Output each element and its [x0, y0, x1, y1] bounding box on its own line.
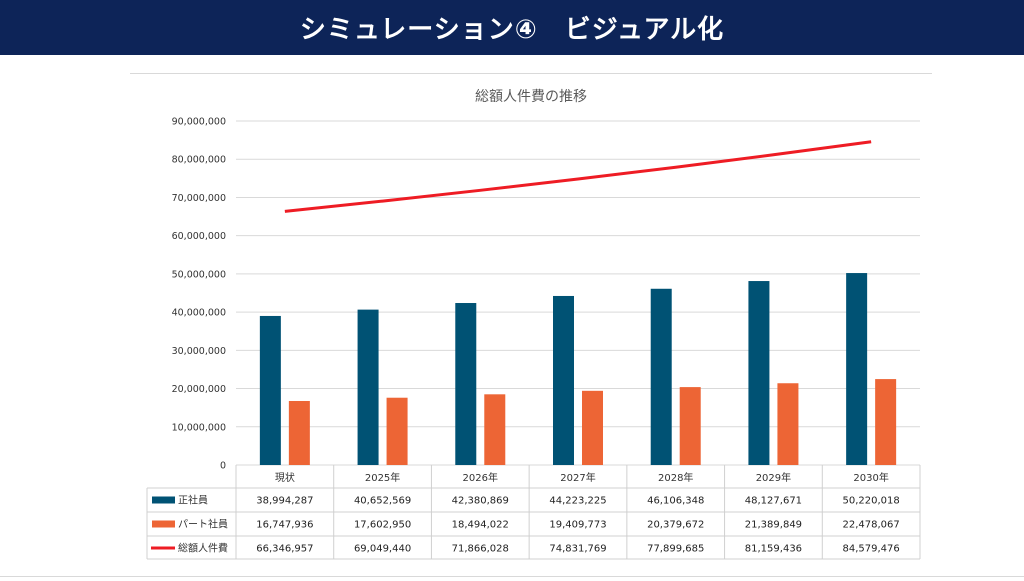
- legend-label: 総額人件費: [178, 542, 228, 555]
- y-tick-label: 0: [220, 461, 226, 472]
- page-title: シミュレーション④ ビジュアル化: [299, 15, 725, 45]
- data-label: 77,899,685: [647, 544, 704, 555]
- data-label: 40,652,569: [354, 496, 411, 507]
- x-category-label: 2028年: [658, 471, 693, 484]
- data-label: 71,866,028: [452, 544, 509, 555]
- y-tick-label: 20,000,000: [172, 384, 226, 395]
- y-axis-ticks: 0 10,000,000 20,000,000 30,000,000 40,000,00…: [172, 117, 226, 472]
- data-label: 16,747,936: [256, 520, 313, 531]
- bar-regular: [455, 303, 477, 465]
- bar-part: [484, 394, 506, 465]
- x-category-label: 2025年: [365, 471, 400, 484]
- x-category-label: 2030年: [853, 471, 888, 484]
- y-tick-label: 70,000,000: [172, 193, 226, 204]
- y-tick-label: 10,000,000: [172, 422, 226, 433]
- x-category-label: 2029年: [756, 471, 791, 484]
- data-label: 50,220,018: [843, 496, 900, 507]
- bar-part: [288, 400, 310, 465]
- data-label: 84,579,476: [843, 544, 900, 555]
- legend-label: 正社員: [178, 494, 208, 507]
- data-label: 44,223,225: [549, 496, 606, 507]
- y-tick-label: 60,000,000: [172, 231, 226, 242]
- bars: [259, 273, 897, 465]
- y-tick-label: 30,000,000: [172, 346, 226, 357]
- y-tick-label: 40,000,000: [172, 308, 226, 319]
- legend-swatch: [152, 496, 175, 504]
- data-label: 74,831,769: [549, 544, 606, 555]
- legend-swatch: [152, 520, 175, 528]
- data-label: 20,379,672: [647, 520, 704, 531]
- x-category-label: 2027年: [560, 471, 595, 484]
- data-label: 21,389,849: [745, 520, 802, 531]
- chart-frame: [130, 73, 932, 564]
- data-label: 17,602,950: [354, 520, 411, 531]
- data-label: 38,994,287: [256, 496, 313, 507]
- data-label: 81,159,436: [745, 544, 802, 555]
- data-label: 18,494,022: [452, 520, 509, 531]
- bar-part: [777, 383, 799, 465]
- header-banner: シミュレーション④ ビジュアル化: [0, 0, 1024, 55]
- y-tick-label: 80,000,000: [172, 155, 226, 166]
- bar-regular: [846, 273, 868, 465]
- total-line-path: [284, 140, 872, 213]
- total-line: [284, 140, 872, 213]
- bar-regular: [357, 309, 379, 465]
- bar-part: [875, 379, 897, 465]
- data-label: 66,346,957: [256, 544, 313, 555]
- data-label: 69,049,440: [354, 544, 411, 555]
- bar-regular: [748, 281, 770, 465]
- bar-part: [679, 387, 701, 465]
- bar-regular: [259, 315, 281, 465]
- legend-label: パート社員: [178, 518, 228, 531]
- chart-title: 総額人件費の推移: [475, 89, 587, 105]
- y-tick-label: 50,000,000: [172, 269, 226, 280]
- bar-part: [582, 390, 603, 465]
- data-label: 19,409,773: [549, 520, 606, 531]
- bar-regular: [650, 288, 672, 465]
- data-label: 46,106,348: [647, 496, 704, 507]
- gridlines: [236, 120, 920, 466]
- data-label: 48,127,671: [745, 496, 802, 507]
- bar-part: [386, 397, 408, 465]
- bottom-divider: [0, 576, 1024, 577]
- x-category-label: 現状: [275, 471, 295, 484]
- data-label: 22,478,067: [843, 520, 900, 531]
- data-label: 42,380,869: [452, 496, 509, 507]
- y-tick-label: 90,000,000: [172, 117, 226, 128]
- x-category-label: 2026年: [463, 471, 498, 484]
- bar-regular: [553, 295, 574, 465]
